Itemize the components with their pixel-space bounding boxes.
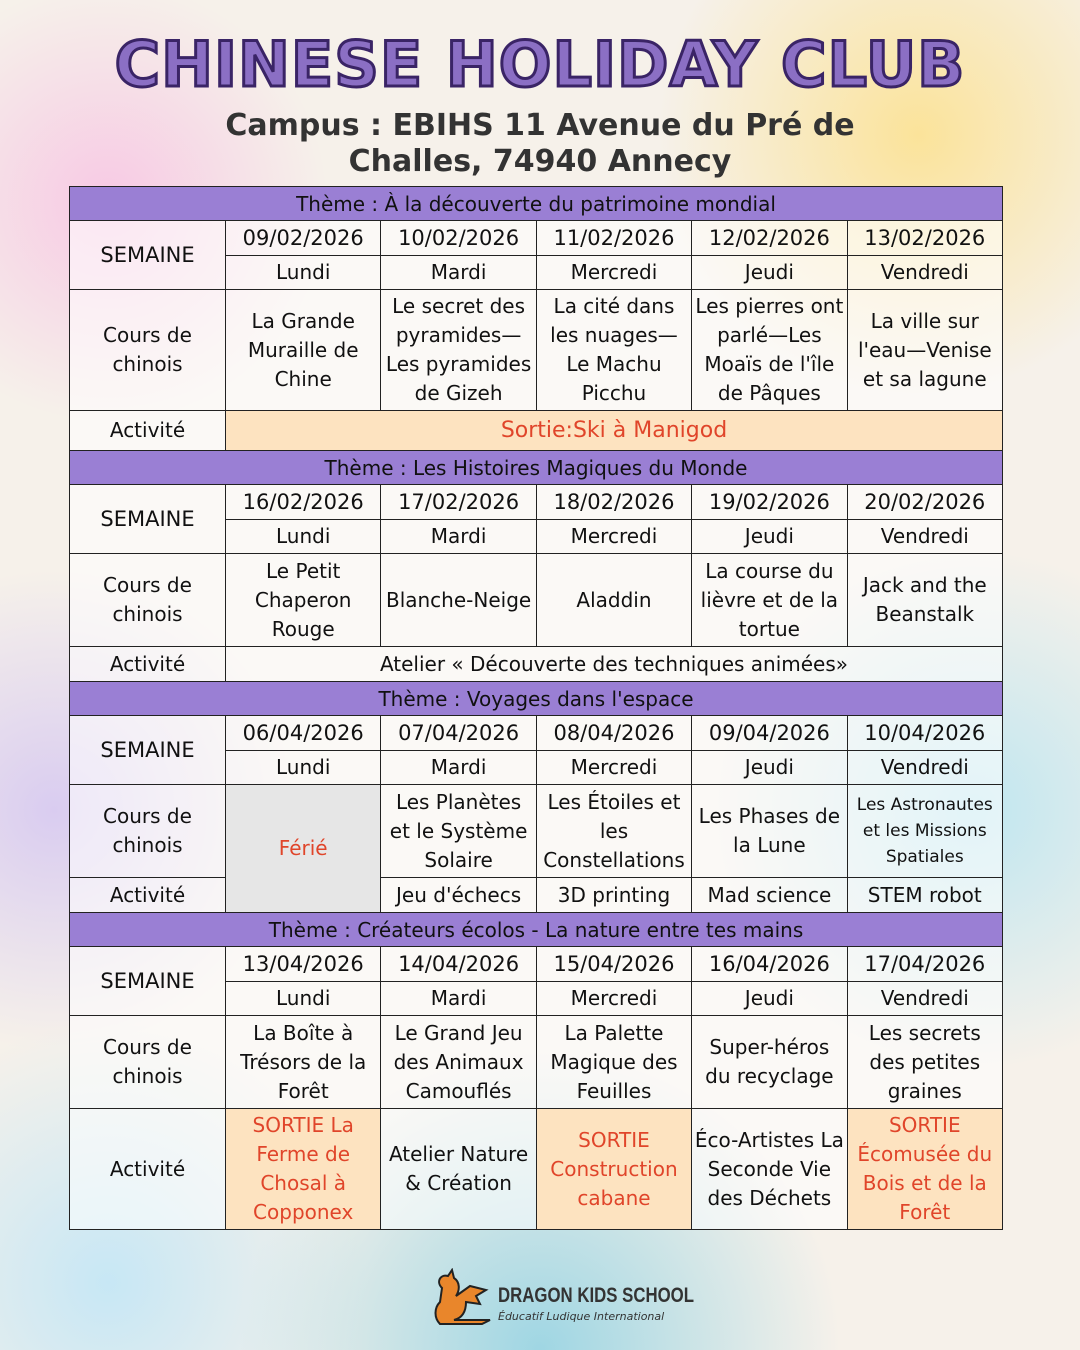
day-cell: Jeudi [691, 519, 848, 554]
cours-label: Cours de chinois [69, 784, 226, 878]
day-cell: Vendredi [846, 519, 1004, 554]
day-cell: Vendredi [846, 750, 1004, 785]
cours-cell: Blanche-Neige [380, 553, 537, 647]
cours-label: Cours de chinois [69, 553, 226, 647]
cours-cell: Super-héros du recyclage [691, 1015, 848, 1109]
date-cell: 13/04/2026 [224, 946, 382, 982]
sortie-cell: SORTIE La Ferme de Chosal à Copponex [224, 1108, 382, 1230]
sortie-cell: SORTIE Construction cabane [535, 1108, 693, 1230]
day-cell: Mercredi [535, 750, 693, 785]
theme-header: Thème : Les Histoires Magiques du Monde [69, 450, 1003, 485]
cours-cell: Aladdin [535, 553, 693, 647]
cours-cell: La Palette Magique des Feuilles [535, 1015, 693, 1109]
cours-label: Cours de chinois [69, 1015, 226, 1109]
cours-cell: Les Phases de la Lune [691, 784, 848, 878]
activite-cell: Sortie:Ski à Manigod [225, 410, 1003, 451]
cours-cell: Les Astronautes et les Missions Spatiale… [846, 784, 1004, 878]
day-cell: Mercredi [535, 981, 693, 1016]
day-cell: Mardi [380, 981, 537, 1016]
cours-cell: La ville sur l'eau—Venise et sa lagune [846, 289, 1004, 411]
cours-label: Cours de chinois [69, 289, 226, 411]
day-cell: Lundi [224, 750, 382, 785]
cours-cell: Jack and the Beanstalk [846, 553, 1004, 647]
activite-cell: Mad science [691, 877, 848, 913]
day-cell: Mardi [380, 519, 537, 554]
date-cell: 08/04/2026 [535, 715, 693, 751]
date-cell: 10/04/2026 [846, 715, 1004, 751]
cours-cell: Le Petit Chaperon Rouge [224, 553, 382, 647]
date-cell: 12/02/2026 [691, 220, 848, 256]
cours-cell: Les Étoiles et les Constellations [535, 784, 693, 878]
activite-label: Activité [69, 646, 226, 682]
date-cell: 18/02/2026 [535, 484, 693, 520]
page-title: CHINESE HOLIDAY CLUB [113, 27, 966, 103]
date-cell: 19/02/2026 [691, 484, 848, 520]
date-cell: 07/04/2026 [380, 715, 537, 751]
date-cell: 17/02/2026 [380, 484, 537, 520]
dragon-icon [434, 1267, 491, 1325]
activite-cell: Éco-Artistes La Seconde Vie des Déchets [691, 1108, 848, 1230]
day-cell: Lundi [224, 981, 382, 1016]
date-cell: 09/02/2026 [224, 220, 382, 256]
activite-cell: 3D printing [535, 877, 693, 913]
cours-cell: La Grande Muraille de Chine [224, 289, 382, 411]
cours-cell: La course du lièvre et de la tortue [691, 553, 848, 647]
day-cell: Mardi [380, 750, 537, 785]
date-cell: 16/04/2026 [691, 946, 848, 982]
theme-header: Thème : À la découverte du patrimoine mo… [69, 186, 1003, 221]
day-cell: Jeudi [691, 981, 848, 1016]
activite-cell: Jeu d'échecs [380, 877, 537, 913]
activite-label: Activité [69, 877, 226, 913]
date-cell: 16/02/2026 [224, 484, 382, 520]
cours-cell: Les pierres ont parlé—Les Moaïs de l'île… [691, 289, 848, 411]
day-cell: Mercredi [535, 519, 693, 554]
semaine-label: SEMAINE [69, 484, 226, 554]
date-cell: 14/04/2026 [380, 946, 537, 982]
cours-cell: Les Planètes et le Système Solaire [380, 784, 537, 878]
date-cell: 15/04/2026 [535, 946, 693, 982]
date-cell: 20/02/2026 [846, 484, 1004, 520]
day-cell: Jeudi [691, 255, 848, 290]
cours-cell: La cité dans les nuages—Le Machu Picchu [535, 289, 693, 411]
date-cell: 06/04/2026 [224, 715, 382, 751]
dragon-kids-school-logo: DRAGON KIDS SCHOOL Éducatif Ludique Inte… [430, 1267, 694, 1328]
date-cell: 09/04/2026 [691, 715, 848, 751]
date-cell: 13/02/2026 [846, 220, 1004, 256]
theme-header: Thème : Créateurs écolos - La nature ent… [69, 912, 1003, 947]
day-cell: Mercredi [535, 255, 693, 290]
activite-label: Activité [69, 410, 226, 451]
activite-cell: Atelier Nature & Création [380, 1108, 537, 1230]
cours-cell: Le secret des pyramides—Les pyramides de… [380, 289, 537, 411]
day-cell: Lundi [224, 255, 382, 290]
date-cell: 11/02/2026 [535, 220, 693, 256]
activite-cell: STEM robot [846, 877, 1004, 913]
cours-cell: La Boîte à Trésors de la Forêt [224, 1015, 382, 1109]
activite-label: Activité [69, 1108, 226, 1230]
campus-address: Campus : EBIHS 11 Avenue du Pré de Chall… [225, 108, 855, 179]
sortie-cell: SORTIE Écomusée du Bois et de la Forêt [846, 1108, 1004, 1230]
semaine-label: SEMAINE [69, 715, 226, 785]
date-cell: 10/02/2026 [380, 220, 537, 256]
ferie-cell: Férié [224, 784, 382, 913]
day-cell: Vendredi [846, 255, 1004, 290]
day-cell: Jeudi [691, 750, 848, 785]
semaine-label: SEMAINE [69, 946, 226, 1016]
activite-cell: Atelier « Découverte des techniques anim… [225, 646, 1003, 682]
day-cell: Lundi [224, 519, 382, 554]
day-cell: Vendredi [846, 981, 1004, 1016]
theme-header: Thème : Voyages dans l'espace [69, 681, 1003, 716]
semaine-label: SEMAINE [69, 220, 226, 290]
cours-cell: Les secrets des petites graines [846, 1015, 1004, 1109]
day-cell: Mardi [380, 255, 537, 290]
schedule-table: Thème : À la découverte du patrimoine mo… [69, 186, 1004, 1230]
date-cell: 17/04/2026 [846, 946, 1004, 982]
cours-cell: Le Grand Jeu des Animaux Camouflés [380, 1015, 537, 1109]
